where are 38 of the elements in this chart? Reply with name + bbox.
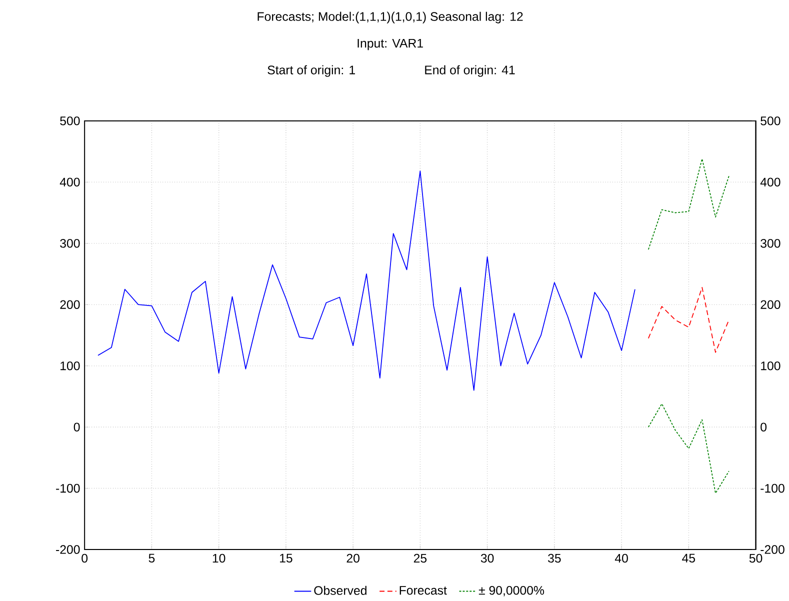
x-tick-label: 25 — [414, 554, 427, 563]
y2-tick-label: 300 — [60, 239, 80, 248]
x-tick-label: 30 — [480, 554, 494, 563]
chart-subtitle: Input: VAR1 — [358, 39, 423, 50]
y-tick-label: 400 — [760, 178, 780, 187]
x-tick-label: 35 — [548, 554, 561, 563]
y2-tick-label: 500 — [60, 116, 80, 126]
y-tick-label: -100 — [760, 484, 784, 493]
x-tick-label: 45 — [682, 554, 696, 563]
y2-tick-label: -200 — [56, 545, 80, 554]
x-tick-label: 40 — [614, 554, 628, 563]
x-tick-label: 5 — [148, 554, 155, 563]
x-tick-label: 10 — [212, 554, 226, 563]
chart-title: Forecasts; Model:(1,1,1)(1,0,1) Seasonal lag: 12 — [258, 12, 523, 24]
x-tick-label: 50 — [749, 554, 762, 563]
y2-tick-label: 200 — [60, 300, 80, 310]
y-tick-label: 500 — [760, 116, 780, 126]
y-tick-label: 100 — [761, 362, 780, 370]
y-tick-label: 0 — [760, 422, 767, 432]
y-tick-label: 200 — [760, 300, 780, 310]
y2-tick-label: 0 — [74, 422, 80, 432]
y2-tick-label: 400 — [60, 178, 80, 187]
y-tick-label: -200 — [760, 545, 784, 554]
x-tick-label: 0 — [82, 554, 88, 563]
x-tick-label: 15 — [280, 554, 292, 563]
line-series — [648, 287, 730, 354]
x-tick-label: 20 — [346, 554, 360, 563]
y-tick-label: 300 — [760, 239, 780, 248]
text: End of origin: 41 — [425, 65, 515, 77]
legend-label: Observed — [314, 586, 366, 596]
line-series — [648, 158, 730, 250]
y2-tick-label: 100 — [60, 362, 80, 370]
legend-label: ± 90,0000% — [478, 586, 544, 596]
line-series — [648, 404, 730, 494]
line-series — [98, 170, 636, 391]
y2-tick-label: -100 — [56, 484, 80, 493]
legend-label: Forecast — [400, 586, 447, 595]
text: Start of origin: 1 — [268, 65, 355, 77]
